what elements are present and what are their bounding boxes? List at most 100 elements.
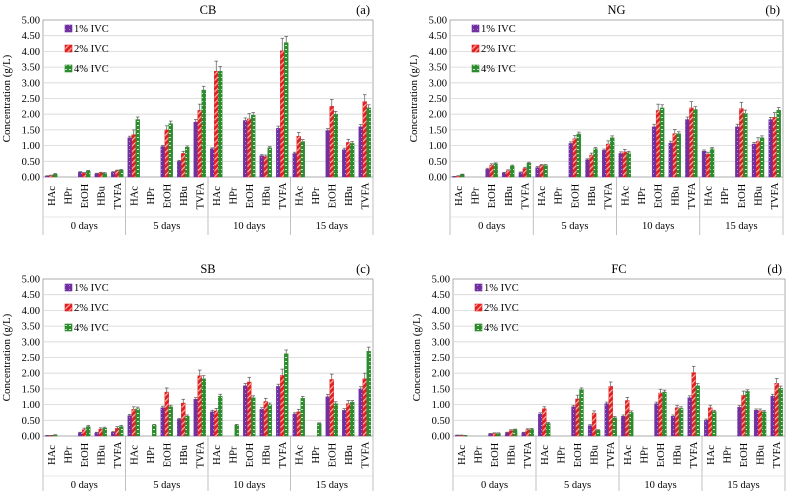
- x-tick-label: HPr: [720, 187, 731, 204]
- x-tick-label: HBu: [756, 444, 767, 465]
- bar-2ivc: [247, 381, 252, 437]
- group-label: 0 days: [71, 480, 98, 491]
- bar-4ivc: [119, 426, 124, 437]
- x-tick-label: HAc: [620, 186, 631, 206]
- x-tick-label: EtOH: [162, 442, 173, 467]
- legend-swatch: [474, 283, 483, 292]
- bar-4ivc: [712, 411, 717, 437]
- bar-2ivc: [705, 153, 711, 178]
- y-tick-label: 3.00: [429, 78, 447, 89]
- y-tick-label: 4.00: [432, 306, 450, 317]
- y-tick-label: 5.00: [429, 16, 447, 27]
- legend-label: 4% IVC: [74, 323, 109, 334]
- group-label: 5 days: [153, 221, 180, 232]
- bar-4ivc: [251, 114, 256, 178]
- y-tick-label: 1.50: [22, 384, 40, 395]
- bar-1ivc: [701, 151, 707, 178]
- legend-swatch: [64, 283, 73, 292]
- bar-2ivc: [346, 403, 351, 437]
- bar-1ivc: [585, 159, 590, 178]
- bar-1ivc: [568, 143, 574, 178]
- x-tick-label: HPr: [556, 446, 567, 463]
- y-axis-label: Concentration (g/L): [1, 54, 13, 142]
- bar-4ivc: [251, 397, 256, 437]
- y-tick-label: 3.50: [22, 63, 40, 74]
- bar-1ivc: [604, 403, 609, 437]
- bar-1ivc: [243, 120, 248, 178]
- x-tick-label: HBu: [754, 185, 765, 206]
- bar-2ivc: [329, 379, 334, 437]
- y-tick-label: 1.50: [429, 125, 447, 136]
- bar-1ivc: [504, 432, 510, 437]
- bar-2ivc: [522, 168, 528, 178]
- bar-1ivc: [210, 148, 215, 178]
- x-tick-label: HAc: [212, 186, 223, 206]
- bar-4ivc: [53, 173, 58, 178]
- bar-2ivc: [741, 394, 746, 437]
- bar-4ivc: [86, 426, 91, 437]
- bar-2ivc: [456, 175, 461, 178]
- bar-2ivc: [658, 392, 663, 437]
- x-tick-label: EtOH: [327, 183, 338, 208]
- y-tick-label: 0.50: [22, 157, 40, 168]
- group-label: 0 days: [478, 221, 505, 232]
- legend-label: 2% IVC: [484, 303, 519, 314]
- y-tick-label: 4.50: [429, 31, 447, 42]
- bar-1ivc: [292, 153, 297, 178]
- x-tick-label: EtOH: [490, 442, 501, 467]
- bar-4ivc: [168, 406, 173, 437]
- bar-1ivc: [127, 137, 132, 178]
- bar-1ivc: [538, 413, 543, 437]
- bar-4ivc: [579, 389, 584, 437]
- panel-label: (a): [356, 3, 370, 17]
- bar-2ivc: [757, 410, 763, 437]
- bar-4ivc: [743, 113, 748, 178]
- bar-4ivc: [317, 423, 322, 437]
- y-tick-label: 0.50: [432, 416, 450, 427]
- y-tick-label: 2.50: [22, 353, 40, 364]
- bar-1ivc: [358, 388, 363, 437]
- bar-2ivc: [329, 106, 334, 178]
- x-tick-label: HPr: [554, 187, 565, 204]
- bar-4ivc: [460, 174, 465, 178]
- y-tick-label: 4.50: [432, 290, 450, 301]
- x-tick-label: TVFA: [687, 182, 698, 209]
- bar-2ivc: [508, 430, 514, 437]
- panel-label: (d): [767, 262, 782, 276]
- bar-1ivc: [78, 172, 83, 178]
- bar-1ivc: [518, 172, 524, 178]
- legend-swatch: [474, 303, 483, 312]
- bar-2ivc: [131, 409, 136, 437]
- bar-4ivc: [152, 424, 157, 437]
- x-tick-label: EtOH: [245, 183, 256, 208]
- bar-4ivc: [267, 404, 272, 437]
- y-tick-label: 1.00: [429, 141, 447, 152]
- bar-4ivc: [284, 42, 289, 178]
- x-tick-label: TVFA: [360, 182, 371, 209]
- bar-2ivc: [772, 117, 777, 178]
- bar-1ivc: [485, 168, 490, 178]
- x-tick-label: HPr: [473, 446, 484, 463]
- legend-swatch: [474, 323, 483, 332]
- y-axis-label: Concentration (g/L): [1, 313, 13, 401]
- x-tick-label: HAc: [706, 445, 717, 465]
- x-tick-label: HPr: [311, 446, 322, 463]
- bar-2ivc: [362, 378, 367, 437]
- group-label: 5 days: [153, 480, 180, 491]
- legend-label: 1% IVC: [484, 283, 519, 294]
- bar-4ivc: [626, 152, 632, 178]
- x-tick-label: TVFA: [195, 182, 206, 209]
- chart-panel-ng: 0.00 0.50 1.00 1.50 2.00 2.50 3.00 3.50 4.00 4.50…: [408, 3, 784, 235]
- bar-2ivc: [49, 435, 54, 437]
- bar-1ivc: [685, 119, 690, 178]
- x-tick-label: HPr: [63, 446, 74, 463]
- x-tick-label: HAc: [540, 445, 551, 465]
- bar-2ivc: [181, 153, 186, 178]
- bar-1ivc: [292, 413, 297, 437]
- x-tick-label: HBu: [344, 444, 355, 465]
- bar-1ivc: [751, 143, 757, 178]
- group-label: 15 days: [725, 221, 757, 232]
- x-tick-label: HPr: [146, 446, 157, 463]
- bar-4ivc: [267, 147, 272, 178]
